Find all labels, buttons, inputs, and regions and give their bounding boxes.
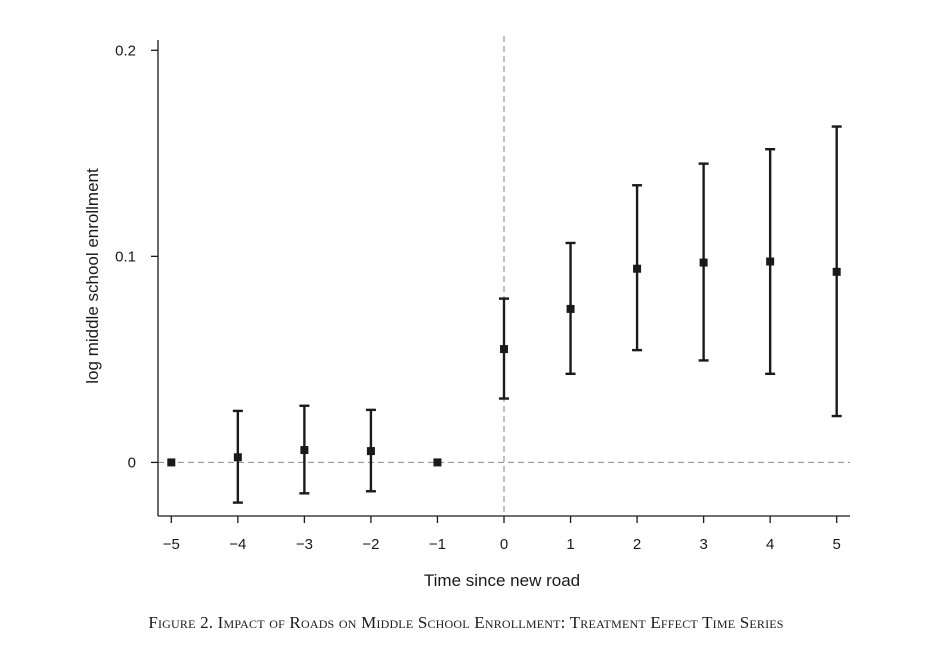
data-point [633, 264, 642, 273]
data-point [500, 345, 508, 354]
y-axis-ticks: 0 0.1 0.2 [115, 42, 158, 471]
data-point [832, 267, 841, 276]
x-tick-label: 2 [633, 536, 641, 553]
data-point [300, 446, 309, 455]
y-tick-label: 0.1 [115, 248, 136, 265]
x-tick-label: 0 [500, 536, 508, 553]
chart: 0 0.1 0.2 −5 −4 −3 −2 −1 0 1 2 3 4 5 Time since new … [83, 36, 850, 590]
data-point [766, 257, 775, 266]
x-tick-label: 3 [699, 536, 707, 553]
y-tick-label: 0.2 [115, 42, 136, 59]
data-point [566, 304, 575, 313]
y-axis-label: log middle school enrollment [83, 168, 102, 384]
reference-lines [158, 36, 850, 516]
x-axis-label: Time since new road [424, 571, 580, 590]
error-bars [232, 125, 842, 504]
x-axis-ticks: −5 −4 −3 −2 −1 0 1 2 3 4 5 [163, 516, 841, 553]
data-point [366, 447, 375, 456]
x-tick-label: 4 [766, 536, 774, 553]
y-tick-label: 0 [128, 454, 136, 471]
data-point [167, 458, 176, 467]
x-tick-label: 5 [833, 536, 841, 553]
data-points [167, 257, 841, 467]
data-point [233, 453, 242, 462]
x-tick-label: −3 [296, 536, 313, 553]
data-point [433, 458, 442, 467]
x-tick-label: −2 [362, 536, 379, 553]
x-tick-label: 1 [566, 536, 574, 553]
x-tick-label: −4 [229, 536, 246, 553]
figure-caption: Figure 2. Impact of Roads on Middle Scho… [148, 613, 784, 632]
x-tick-label: −5 [163, 536, 180, 553]
data-point [699, 258, 708, 267]
x-tick-label: −1 [429, 536, 446, 553]
